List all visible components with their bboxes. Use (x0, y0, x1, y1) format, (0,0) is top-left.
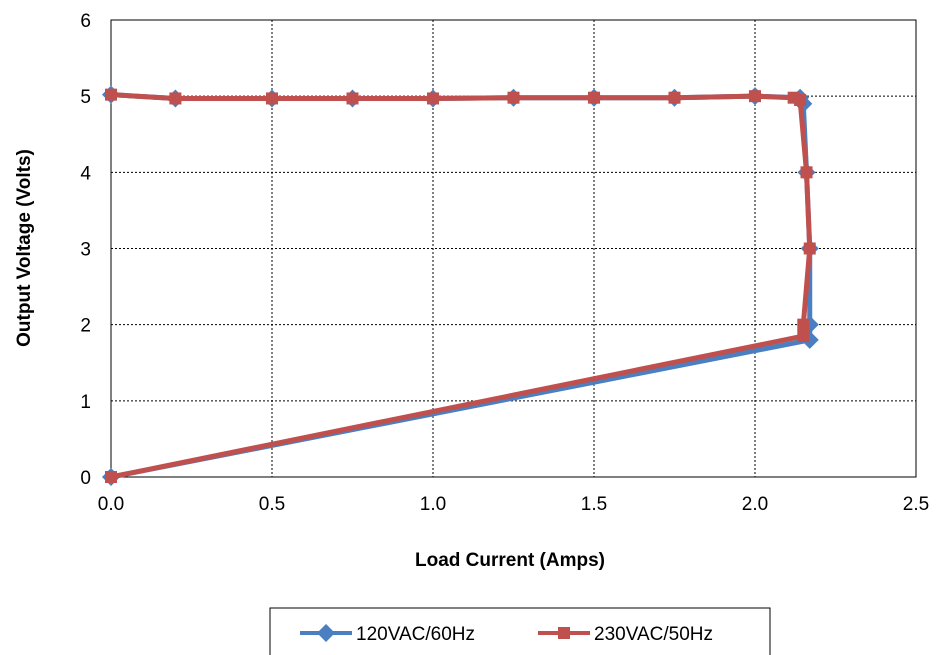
y-tick-label: 4 (80, 163, 91, 184)
data-point (266, 92, 278, 105)
legend: 120VAC/60Hz 230VAC/50Hz (269, 607, 771, 655)
data-point (800, 166, 813, 179)
y-tick-label: 3 (80, 240, 91, 261)
y-tick-label: 5 (80, 87, 91, 108)
plot-area (110, 19, 917, 478)
y-tick-label: 6 (80, 11, 91, 32)
series-2 (105, 88, 816, 483)
data-point (169, 92, 182, 105)
x-tick-label: 1.0 (420, 494, 446, 515)
series-line (110, 92, 813, 480)
series-layer (102, 85, 819, 486)
data-point (588, 91, 600, 104)
series-1 (102, 85, 819, 486)
data-point (346, 92, 359, 105)
data-point (803, 242, 816, 255)
y-axis-ticks: 0 1 2 3 4 5 6 (80, 11, 91, 489)
legend-item: 230VAC/50Hz (538, 624, 713, 645)
data-point (105, 88, 117, 101)
y-axis-title: Output Voltage (Volts) (14, 149, 35, 347)
legend-marker (317, 624, 335, 642)
grid-lines (111, 20, 916, 477)
y-tick-label: 2 (80, 316, 91, 337)
legend-label: 230VAC/50Hz (594, 624, 713, 645)
series-line (110, 92, 813, 480)
y-tick-label: 1 (80, 392, 91, 413)
x-axis-title: Load Current (Amps) (415, 550, 605, 571)
data-point (797, 330, 810, 343)
legend-item: 120VAC/60Hz (300, 624, 475, 645)
data-point (105, 471, 117, 483)
x-axis-ticks: 0.0 0.5 1.0 1.5 2.0 2.5 (98, 494, 929, 515)
x-tick-label: 0.5 (259, 494, 285, 515)
legend-marker (558, 627, 570, 639)
x-tick-label: 0.0 (98, 494, 124, 515)
legend-box (269, 607, 771, 655)
x-tick-label: 1.5 (581, 494, 607, 515)
data-point (794, 93, 807, 106)
y-tick-label: 0 (80, 468, 91, 489)
data-point (427, 92, 439, 105)
legend-label: 120VAC/60Hz (356, 624, 475, 645)
data-point (797, 318, 810, 331)
x-tick-label: 2.0 (742, 494, 768, 515)
data-point (668, 91, 681, 104)
x-tick-label: 2.5 (903, 494, 929, 515)
data-point (749, 90, 761, 103)
data-point (507, 91, 520, 104)
